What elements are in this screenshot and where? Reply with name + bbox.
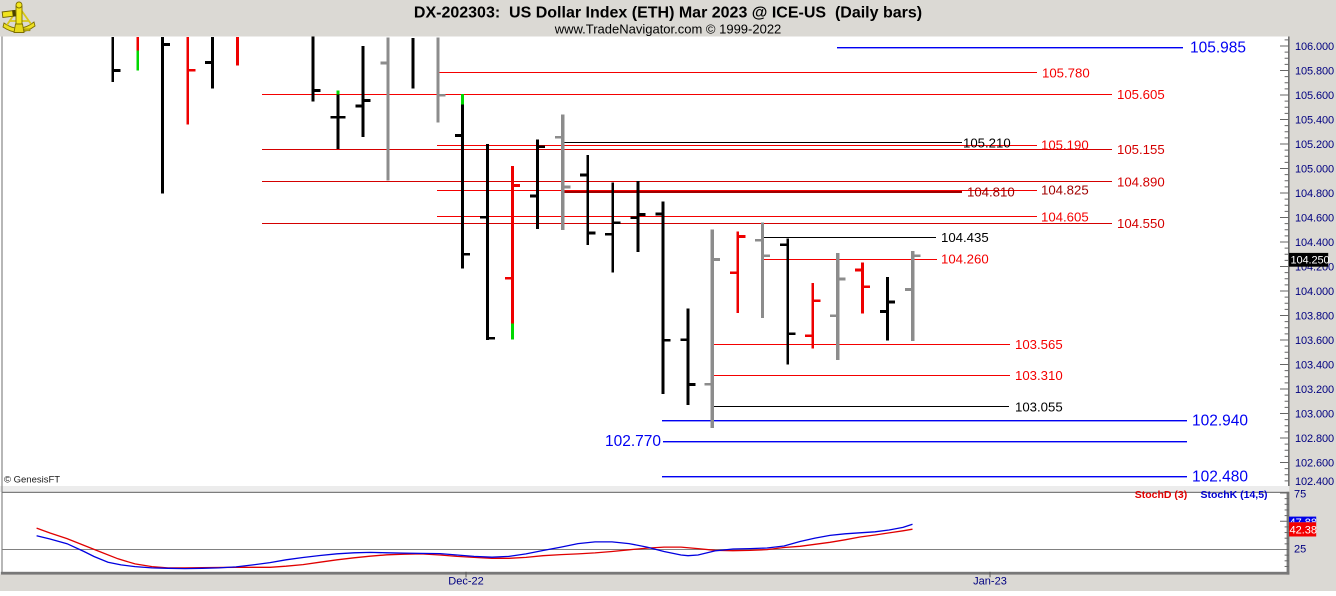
svg-text:104.890: 104.890 bbox=[1117, 175, 1165, 190]
svg-text:102.600: 102.600 bbox=[1295, 458, 1334, 470]
svg-text:105.000: 105.000 bbox=[1295, 164, 1334, 176]
svg-text:104.800: 104.800 bbox=[1295, 188, 1334, 200]
svg-text:Dec-22: Dec-22 bbox=[448, 576, 483, 588]
svg-text:105.210: 105.210 bbox=[963, 135, 1011, 150]
svg-text:104.260: 104.260 bbox=[941, 252, 989, 267]
svg-text:102.770: 102.770 bbox=[605, 433, 661, 450]
svg-text:105.200: 105.200 bbox=[1295, 139, 1334, 151]
svg-text:103.055: 103.055 bbox=[1015, 399, 1063, 414]
svg-text:104.550: 104.550 bbox=[1117, 216, 1165, 231]
svg-text:103.400: 103.400 bbox=[1295, 360, 1334, 372]
svg-text:105.800: 105.800 bbox=[1295, 66, 1334, 78]
svg-text:Jan-23: Jan-23 bbox=[973, 576, 1007, 588]
svg-text:102.940: 102.940 bbox=[1192, 412, 1248, 429]
svg-text:www.TradeNavigator.com © 1999-: www.TradeNavigator.com © 1999-2022 bbox=[554, 22, 782, 37]
svg-text:104.400: 104.400 bbox=[1295, 237, 1334, 249]
svg-text:105.190: 105.190 bbox=[1041, 138, 1089, 153]
svg-text:104.605: 104.605 bbox=[1041, 209, 1089, 224]
svg-text:102.400: 102.400 bbox=[1295, 476, 1334, 488]
svg-text:103.310: 103.310 bbox=[1015, 368, 1063, 383]
svg-text:104.600: 104.600 bbox=[1295, 213, 1334, 225]
svg-text:DX-202303: US Dollar Index (E: DX-202303: US Dollar Index (ETH) Mar 202… bbox=[414, 5, 922, 22]
svg-text:75: 75 bbox=[1294, 489, 1306, 501]
svg-text:42.38: 42.38 bbox=[1290, 524, 1318, 536]
svg-text:103.565: 103.565 bbox=[1015, 337, 1063, 352]
svg-text:105.780: 105.780 bbox=[1042, 65, 1090, 80]
svg-text:104.000: 104.000 bbox=[1295, 286, 1334, 298]
svg-text:105.605: 105.605 bbox=[1117, 87, 1165, 102]
svg-text:104.250: 104.250 bbox=[1291, 255, 1330, 267]
svg-text:103.800: 103.800 bbox=[1295, 311, 1334, 323]
svg-text:103.600: 103.600 bbox=[1295, 335, 1334, 347]
svg-text:103.200: 103.200 bbox=[1295, 384, 1334, 396]
svg-text:105.400: 105.400 bbox=[1295, 115, 1334, 127]
svg-text:105.155: 105.155 bbox=[1117, 142, 1165, 157]
svg-text:102.480: 102.480 bbox=[1192, 469, 1248, 486]
svg-text:104.810: 104.810 bbox=[967, 184, 1015, 199]
svg-text:StochK (14,5): StochK (14,5) bbox=[1200, 489, 1267, 501]
svg-text:47.88: 47.88 bbox=[1290, 517, 1318, 529]
svg-text:104.825: 104.825 bbox=[1041, 182, 1089, 197]
svg-text:106.000: 106.000 bbox=[1295, 41, 1334, 53]
svg-text:104.435: 104.435 bbox=[941, 230, 989, 245]
svg-text:103.000: 103.000 bbox=[1295, 409, 1334, 421]
svg-text:105.600: 105.600 bbox=[1295, 90, 1334, 102]
svg-text:105.985: 105.985 bbox=[1190, 39, 1246, 56]
svg-text:102.800: 102.800 bbox=[1295, 433, 1334, 445]
svg-text:25: 25 bbox=[1294, 544, 1306, 556]
svg-text:StochD (3): StochD (3) bbox=[1135, 489, 1188, 501]
svg-text:© GenesisFT: © GenesisFT bbox=[4, 475, 60, 486]
